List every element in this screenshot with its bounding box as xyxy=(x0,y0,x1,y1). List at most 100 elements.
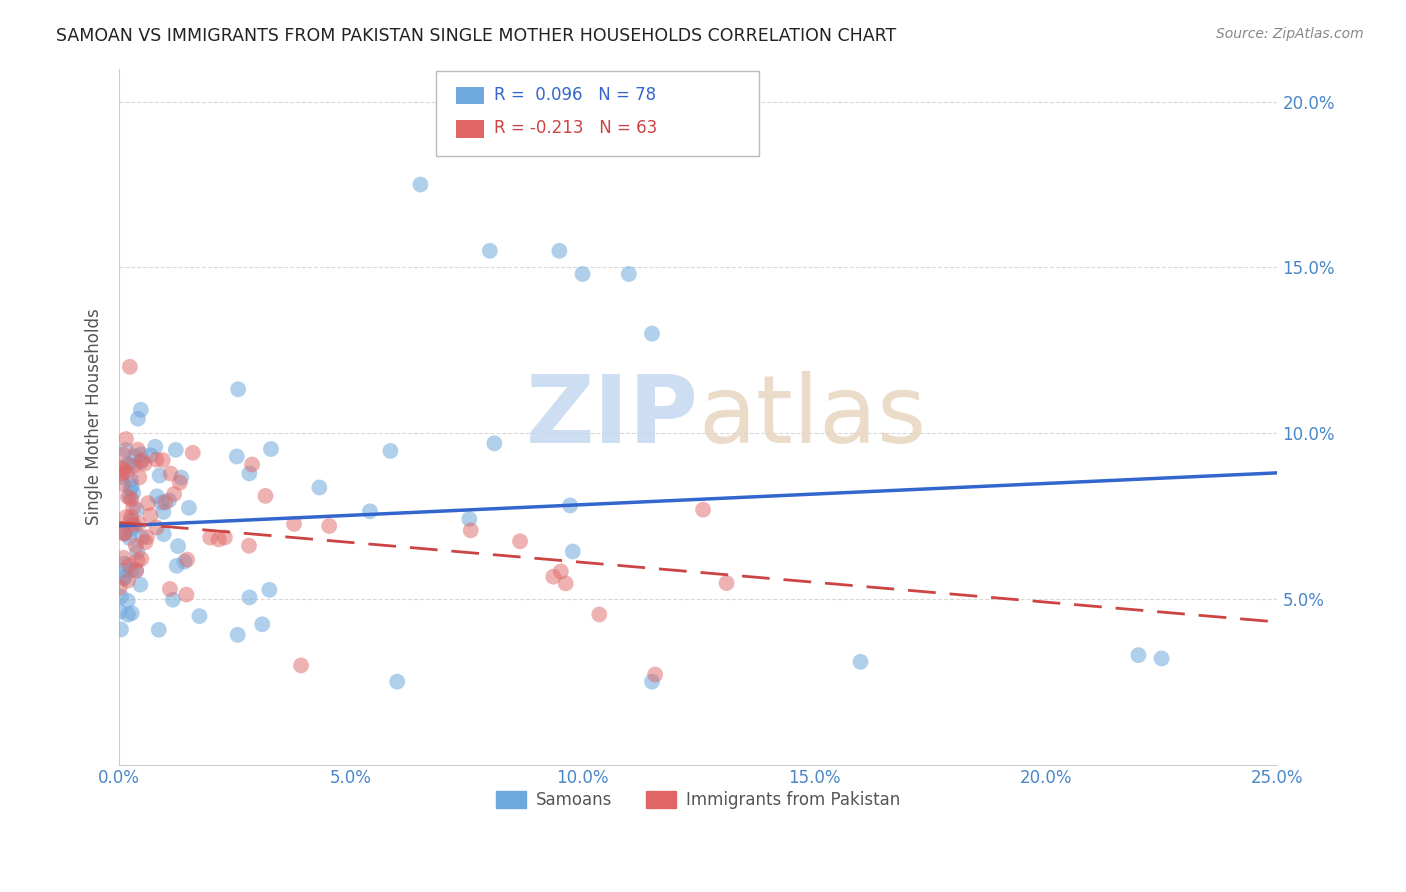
Samoans xyxy=(157,493,180,508)
Immigrants from Pakistan xyxy=(136,530,159,544)
Text: R =  0.096   N = 78: R = 0.096 N = 78 xyxy=(494,86,655,103)
Text: SAMOAN VS IMMIGRANTS FROM PAKISTAN SINGLE MOTHER HOUSEHOLDS CORRELATION CHART: SAMOAN VS IMMIGRANTS FROM PAKISTAN SINGL… xyxy=(56,27,897,45)
Immigrants from Pakistan xyxy=(283,516,305,531)
Samoans xyxy=(225,450,247,464)
Samoans xyxy=(110,470,132,484)
Samoans xyxy=(359,504,381,518)
Samoans xyxy=(114,526,136,541)
Samoans xyxy=(226,382,249,396)
Samoans xyxy=(560,499,582,513)
Immigrants from Pakistan xyxy=(169,475,191,490)
Samoans xyxy=(166,558,188,573)
Samoans xyxy=(108,605,131,619)
Samoans xyxy=(571,267,593,281)
Immigrants from Pakistan xyxy=(111,477,134,491)
Samoans xyxy=(167,539,190,553)
Immigrants from Pakistan xyxy=(554,576,576,591)
Immigrants from Pakistan xyxy=(460,524,482,538)
Samoans xyxy=(121,480,143,494)
Immigrants from Pakistan xyxy=(509,534,531,549)
Samoans xyxy=(165,442,187,457)
Samoans xyxy=(152,505,174,519)
Immigrants from Pakistan xyxy=(122,500,145,515)
Samoans xyxy=(150,495,173,509)
Immigrants from Pakistan xyxy=(145,520,167,534)
Samoans xyxy=(409,178,432,192)
Immigrants from Pakistan xyxy=(112,526,135,541)
Immigrants from Pakistan xyxy=(134,535,156,549)
Samoans xyxy=(458,512,481,526)
Samoans xyxy=(117,607,139,622)
Immigrants from Pakistan xyxy=(129,552,152,566)
Text: R = -0.213   N = 63: R = -0.213 N = 63 xyxy=(494,120,657,137)
Samoans xyxy=(226,628,249,642)
Immigrants from Pakistan xyxy=(240,458,263,472)
Immigrants from Pakistan xyxy=(152,453,174,467)
Immigrants from Pakistan xyxy=(111,462,134,476)
Immigrants from Pakistan xyxy=(111,467,134,481)
Immigrants from Pakistan xyxy=(118,359,141,374)
Samoans xyxy=(188,609,211,624)
Samoans xyxy=(120,514,142,528)
Samoans xyxy=(120,473,142,487)
Immigrants from Pakistan xyxy=(238,539,260,553)
Samoans xyxy=(177,500,200,515)
Immigrants from Pakistan xyxy=(120,510,142,524)
Samoans xyxy=(149,468,172,483)
Immigrants from Pakistan xyxy=(128,470,150,484)
Immigrants from Pakistan xyxy=(198,531,221,545)
Samoans xyxy=(238,591,260,605)
Immigrants from Pakistan xyxy=(115,465,138,479)
Samoans xyxy=(173,555,195,569)
Samoans xyxy=(561,544,583,558)
Immigrants from Pakistan xyxy=(125,564,148,578)
Immigrants from Pakistan xyxy=(117,490,139,504)
Samoans xyxy=(124,519,146,533)
Immigrants from Pakistan xyxy=(134,457,156,471)
Immigrants from Pakistan xyxy=(145,452,167,467)
Immigrants from Pakistan xyxy=(120,492,142,507)
Immigrants from Pakistan xyxy=(110,461,132,475)
Immigrants from Pakistan xyxy=(131,453,153,467)
Legend: Samoans, Immigrants from Pakistan: Samoans, Immigrants from Pakistan xyxy=(489,784,907,815)
Samoans xyxy=(617,267,640,281)
Samoans xyxy=(238,467,260,481)
Immigrants from Pakistan xyxy=(290,658,312,673)
Samoans xyxy=(117,594,139,608)
Samoans xyxy=(1128,648,1150,662)
Immigrants from Pakistan xyxy=(208,533,231,547)
Immigrants from Pakistan xyxy=(124,539,146,553)
Immigrants from Pakistan xyxy=(176,552,198,566)
Immigrants from Pakistan xyxy=(112,447,135,461)
Immigrants from Pakistan xyxy=(139,508,162,523)
Immigrants from Pakistan xyxy=(136,496,159,510)
Immigrants from Pakistan xyxy=(122,458,145,473)
Samoans xyxy=(849,655,872,669)
Immigrants from Pakistan xyxy=(155,495,177,509)
Immigrants from Pakistan xyxy=(115,432,138,446)
Samoans xyxy=(112,571,135,585)
Samoans xyxy=(146,489,169,503)
Samoans xyxy=(641,674,664,689)
Immigrants from Pakistan xyxy=(163,487,186,501)
Samoans xyxy=(120,523,142,537)
Samoans xyxy=(170,470,193,484)
Samoans xyxy=(641,326,664,341)
Text: Source: ZipAtlas.com: Source: ZipAtlas.com xyxy=(1216,27,1364,41)
Samoans xyxy=(129,402,152,417)
Samoans xyxy=(112,571,135,585)
Samoans xyxy=(127,411,149,425)
Y-axis label: Single Mother Households: Single Mother Households xyxy=(86,308,103,524)
Samoans xyxy=(120,563,142,577)
Immigrants from Pakistan xyxy=(112,550,135,565)
Immigrants from Pakistan xyxy=(122,517,145,532)
Samoans xyxy=(125,502,148,516)
Samoans xyxy=(114,557,136,571)
Samoans xyxy=(127,545,149,559)
Immigrants from Pakistan xyxy=(716,576,738,591)
Samoans xyxy=(259,582,281,597)
Immigrants from Pakistan xyxy=(127,553,149,567)
Immigrants from Pakistan xyxy=(118,558,141,573)
Samoans xyxy=(115,443,138,458)
Samoans xyxy=(478,244,501,258)
